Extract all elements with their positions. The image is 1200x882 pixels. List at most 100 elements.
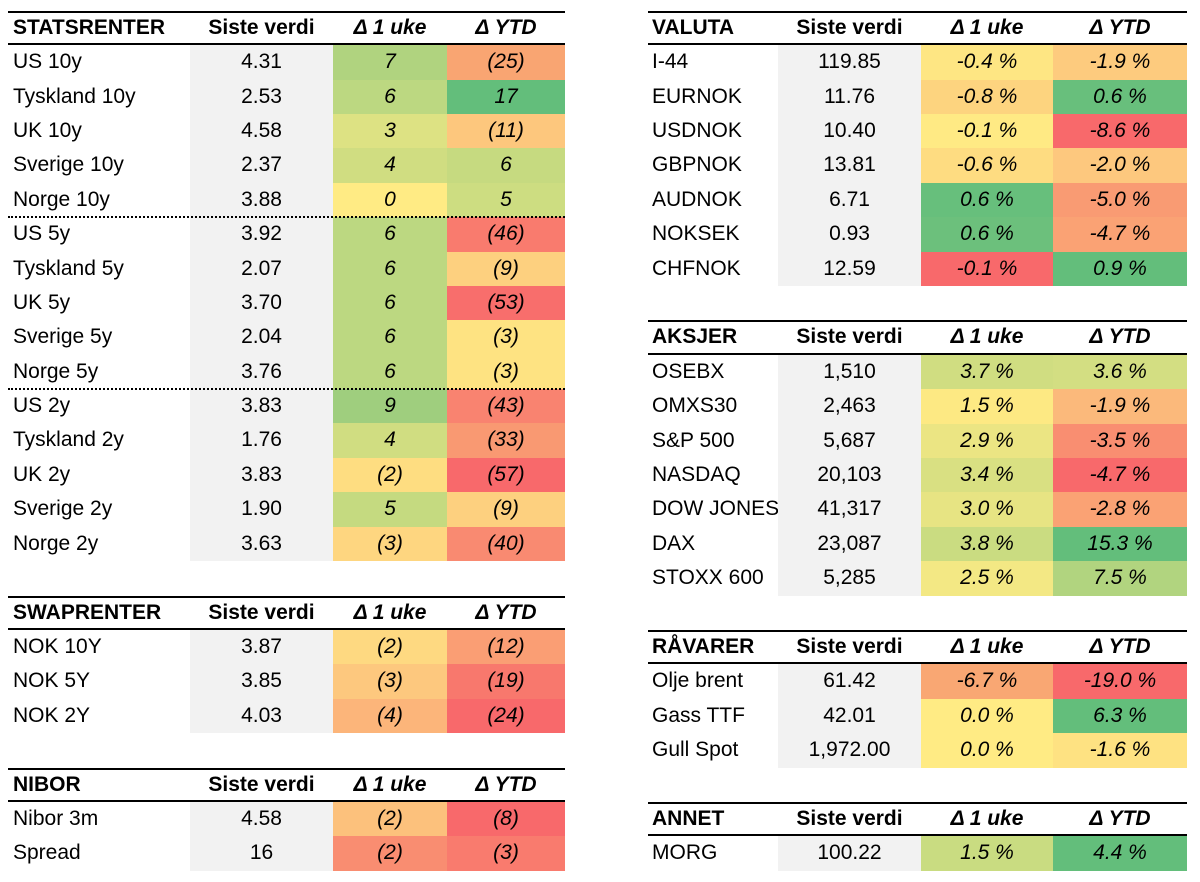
instrument-label: Norge 10y [13,187,110,211]
delta-1-uke-value: 3.0 % [921,492,1053,527]
table-row: STOXX 600 5,285 2.5 % 7.5 % [648,561,1187,596]
column-header-delta-1-uke: Δ 1 uke [950,15,1024,39]
table-row: UK 5y 3.70 6 (53) [8,285,565,321]
delta-ytd-value: (25) [447,45,565,80]
delta-ytd-value: -2.8 % [1053,492,1187,527]
delta-1-uke-value: 6 [333,217,447,252]
delta-ytd-value: 17 [447,79,565,114]
delta-ytd-value: 6.3 % [1053,698,1187,734]
delta-ytd-value: (40) [447,526,565,562]
instrument-label: DOW JONES [652,497,778,521]
siste-verdi-value: 2.37 [190,148,333,183]
delta-1-uke-value: 0.6 % [921,217,1053,252]
nibor-row-group: Nibor 3m 4.58 (2) (8) Spread 16 (2) (3) [8,801,565,871]
delta-1-uke-value: -0.6 % [921,148,1053,183]
siste-verdi-value: 4.58 [190,801,333,837]
siste-verdi-value: 11.76 [778,79,921,114]
table-row: MORG 100.22 1.5 % 4.4 % [648,836,1187,871]
delta-ytd-value: (8) [447,801,565,837]
delta-ytd-value: 7.5 % [1053,561,1187,596]
siste-verdi-value: 2,463 [778,389,921,424]
instrument-label: Olje brent [652,669,744,693]
instrument-label: Sverige 10y [13,153,124,177]
table-title: STATSRENTER [13,15,166,39]
siste-verdi-value: 100.22 [778,836,921,871]
table-row: EURNOK 11.76 -0.8 % 0.6 % [648,79,1187,114]
delta-1-uke-value: -0.8 % [921,79,1053,114]
siste-verdi-value: 3.83 [190,457,333,493]
siste-verdi-value: 3.92 [190,217,333,252]
siste-verdi-value: 2.53 [190,79,333,114]
swaprenter-row-group: NOK 10Y 3.87 (2) (12) NOK 5Y 3.85 (3) (19) NOK 2… [8,629,565,734]
annet-row-group: MORG 100.22 1.5 % 4.4 % [648,836,1187,871]
delta-1-uke-value: 0 [333,182,447,218]
table-row: Olje brent 61.42 -6.7 % -19.0 % [648,664,1187,699]
aksjer-row-group: OSEBX 1,510 3.7 % 3.6 % OMXS30 2,463 1.5 % -1.9… [648,354,1187,596]
table-row: UK 10y 4.58 3 (11) [8,113,565,149]
table-row: S&P 500 5,687 2.9 % -3.5 % [648,423,1187,458]
valuta-header-row: VALUTA Siste verdi Δ 1 uke Δ YTD [648,10,1187,46]
table-row: OSEBX 1,510 3.7 % 3.6 % [648,354,1187,390]
table-row: Gass TTF 42.01 0.0 % 6.3 % [648,698,1187,734]
delta-ytd-value: (19) [447,664,565,699]
table-title: VALUTA [652,15,735,39]
delta-1-uke-value: 0.0 % [921,698,1053,734]
table-row: US 10y 4.31 7 (25) [8,45,565,80]
column-header-siste-verdi: Siste verdi [796,635,903,658]
delta-ytd-value: (11) [447,113,565,149]
instrument-label: MORG [652,841,718,865]
table-row: Norge 5y 3.76 6 (3) [8,354,565,390]
instrument-label: Sverige 5y [13,325,113,349]
delta-1-uke-value: (2) [333,629,447,665]
instrument-label: EURNOK [652,84,742,108]
siste-verdi-value: 1,510 [778,354,921,390]
valuta-row-group: I-44 119.85 -0.4 % -1.9 % EURNOK 11.76 -0.8 % 0… [648,45,1187,286]
instrument-label: UK 10y [13,118,82,142]
delta-1-uke-value: -0.1 % [921,251,1053,286]
column-header-delta-1-uke: Δ 1 uke [950,635,1024,658]
delta-1-uke-value: 3 [333,113,447,149]
instrument-label: Sverige 2y [13,497,113,521]
delta-1-uke-value: 6 [333,354,447,390]
delta-1-uke-value: 6 [333,320,447,355]
delta-1-uke-value: 2.5 % [921,561,1053,596]
siste-verdi-value: 1.90 [190,492,333,527]
column-header-delta-ytd: Δ YTD [1089,635,1151,658]
instrument-label: US 2y [13,394,71,418]
aksjer-header-row: AKSJER Siste verdi Δ 1 uke Δ YTD [648,320,1187,355]
column-header-siste-verdi: Siste verdi [208,15,315,39]
delta-ytd-value: (43) [447,389,565,424]
siste-verdi-value: 3.88 [190,182,333,218]
delta-ytd-value: (9) [447,492,565,527]
instrument-label: UK 2y [13,462,71,486]
table-title: AKSJER [652,325,738,349]
instrument-label: US 10y [13,50,82,74]
siste-verdi-value: 4.03 [190,698,333,734]
table-row: I-44 119.85 -0.4 % -1.9 % [648,45,1187,80]
instrument-label: S&P 500 [652,428,735,452]
instrument-label: Tyskland 5y [13,256,124,280]
delta-1-uke-value: 9 [333,389,447,424]
table-row: CHFNOK 12.59 -0.1 % 0.9 % [648,251,1187,286]
siste-verdi-value: 3.87 [190,629,333,665]
instrument-label: Tyskland 2y [13,428,124,452]
table-title: SWAPRENTER [13,600,162,624]
ravarer-header-row: RÅVARER Siste verdi Δ 1 uke Δ YTD [648,630,1187,665]
table-row: Gull Spot 1,972.00 0.0 % -1.6 % [648,733,1187,768]
siste-verdi-value: 42.01 [778,698,921,734]
siste-verdi-value: 5,285 [778,561,921,596]
delta-ytd-value: (53) [447,285,565,321]
column-header-delta-ytd: Δ YTD [1089,15,1151,39]
instrument-label: Spread [13,841,81,865]
instrument-label: Tyskland 10y [13,84,136,108]
siste-verdi-value: 3.70 [190,285,333,321]
table-row: NOK 2Y 4.03 (4) (24) [8,698,565,734]
delta-ytd-value: (12) [447,629,565,665]
delta-1-uke-value: -0.4 % [921,45,1053,80]
table-row: US 5y 3.92 6 (46) [8,217,565,252]
delta-1-uke-value: 3.7 % [921,354,1053,390]
delta-1-uke-value: (4) [333,698,447,734]
instrument-label: Nibor 3m [13,806,99,830]
table-row: DOW JONES 41,317 3.0 % -2.8 % [648,492,1187,527]
instrument-label: CHFNOK [652,256,741,280]
